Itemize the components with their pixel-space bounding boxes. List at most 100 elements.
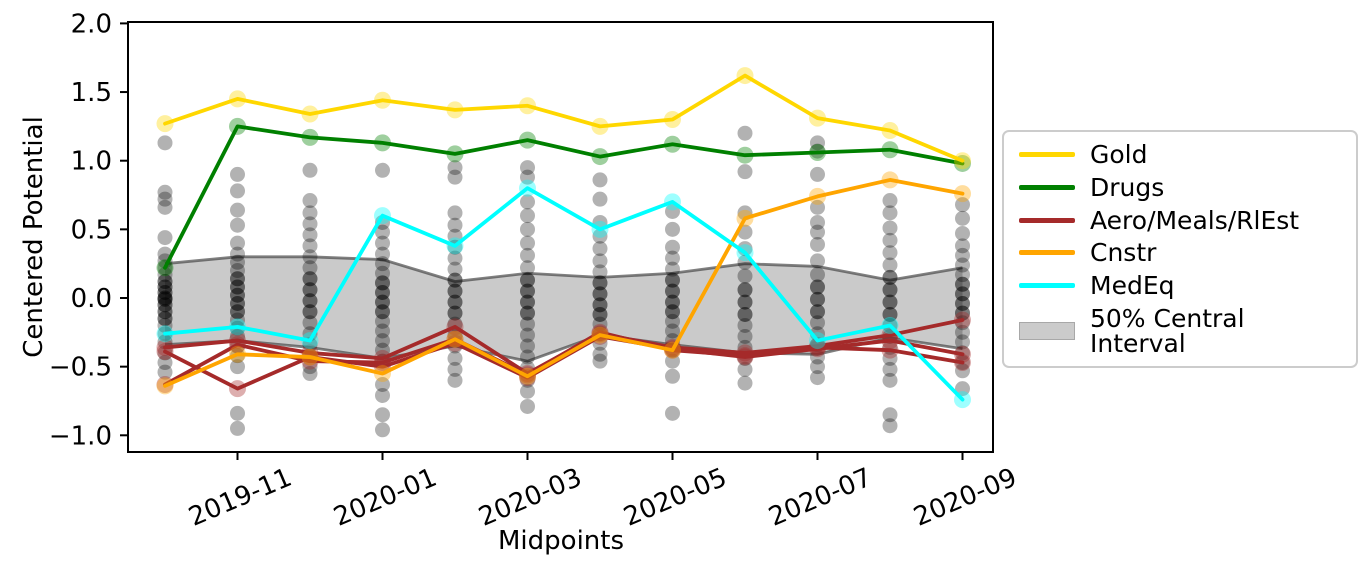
scatter-point [955, 247, 970, 263]
scatter-point [447, 160, 463, 176]
scatter-point [302, 162, 318, 178]
scatter-point [520, 327, 535, 343]
y-tick-label: 0.5 [71, 215, 112, 245]
scatter-point [230, 359, 245, 375]
scatter-point [592, 264, 608, 280]
scatter-point [520, 294, 535, 310]
scatter-point [302, 205, 318, 221]
scatter-point [810, 315, 825, 331]
scatter-point [520, 194, 535, 210]
scatter-point [157, 364, 173, 380]
scatter-point [157, 317, 173, 333]
scatter-point [230, 304, 245, 320]
scatter-point [810, 279, 825, 295]
scatter-point [302, 293, 318, 309]
scatter-point [157, 290, 173, 306]
scatter-point [230, 295, 245, 311]
scatter-point [592, 253, 608, 269]
scatter-point [157, 297, 173, 313]
scatter-point [302, 249, 318, 265]
scatter-point [592, 275, 608, 291]
scatter-point [665, 283, 680, 299]
scatter-point [882, 257, 898, 273]
scatter-point [520, 283, 535, 299]
scatter-point [882, 418, 898, 434]
legend-line-swatch [1019, 283, 1075, 289]
scatter-point [375, 387, 390, 403]
scatter-point [375, 376, 390, 392]
scatter-point [592, 297, 608, 313]
scatter-point [520, 383, 535, 399]
legend-label: MedEq [1090, 271, 1175, 301]
scatter-point [375, 256, 390, 272]
scatter-point [810, 236, 825, 252]
y-tick-label: −1.0 [49, 421, 112, 451]
scatter-point [955, 334, 970, 350]
scatter-point [955, 276, 970, 292]
scatter-point [375, 224, 390, 240]
scatter-point [592, 286, 608, 302]
scatter-point [737, 125, 753, 141]
scatter-point [665, 261, 680, 277]
scatter-point [447, 272, 463, 288]
legend-line-swatch [1019, 250, 1075, 256]
scatter-point [375, 275, 390, 291]
scatter-point [955, 295, 970, 311]
scatter-point [810, 370, 825, 386]
scatter-point [665, 272, 680, 288]
x-tick-label: 2020-01 [330, 463, 442, 533]
scatter-point [882, 232, 898, 248]
scatter-point [447, 283, 463, 299]
scatter-point [157, 230, 173, 246]
scatter-point [447, 205, 463, 221]
series-drugs-line [163, 124, 965, 270]
scatter-point [157, 274, 173, 290]
scatter-point [302, 260, 318, 276]
scatter-point [737, 328, 753, 344]
scatter-point [955, 276, 970, 292]
scatter-point [882, 372, 898, 388]
scatter-point [375, 162, 390, 178]
scatter-point [520, 272, 535, 288]
scatter-point [810, 291, 825, 307]
scatter-point [230, 304, 245, 320]
legend-label: Aero/Meals/RlEst [1090, 205, 1300, 235]
y-axis-label: Centered Potential [19, 116, 49, 358]
scatter-point [375, 235, 390, 251]
legend-item-gold: Gold [1004, 142, 1356, 167]
scatter-point [157, 291, 173, 307]
scatter-point [810, 135, 825, 151]
scatter-point [665, 323, 680, 339]
scatter-point [882, 245, 898, 261]
scatter-point [375, 275, 390, 291]
scatter-point [810, 214, 825, 230]
scatter-point [882, 282, 898, 298]
y-tick-label: 2.0 [71, 9, 112, 39]
scatter-point [230, 202, 245, 218]
scatter-point [375, 407, 390, 423]
scatter-point [375, 342, 390, 358]
scatter-point [302, 304, 318, 320]
legend-item-drugs: Drugs [1004, 175, 1356, 200]
scatter-point [592, 297, 608, 313]
legend-label: 50% Central Interval [1090, 304, 1245, 359]
scatter-point [230, 287, 245, 303]
scatter-point [447, 372, 463, 388]
legend-item-50-central-interval: 50% Central Interval [1004, 306, 1356, 356]
scatter-point [447, 261, 463, 277]
scatter-point [882, 282, 898, 298]
scatter-point [230, 254, 245, 270]
x-tick-label: 2020-07 [765, 463, 877, 533]
scatter-point [882, 269, 898, 285]
scatter-point [810, 349, 825, 365]
scatter-point [520, 338, 535, 354]
scatter-point [230, 295, 245, 311]
scatter-point [882, 294, 898, 310]
scatter-point [520, 316, 535, 332]
scatter-point [665, 250, 680, 266]
scatter-point [592, 241, 608, 257]
scatter-point [375, 294, 390, 310]
scatter-point [592, 286, 608, 302]
scatter-point [157, 274, 173, 290]
